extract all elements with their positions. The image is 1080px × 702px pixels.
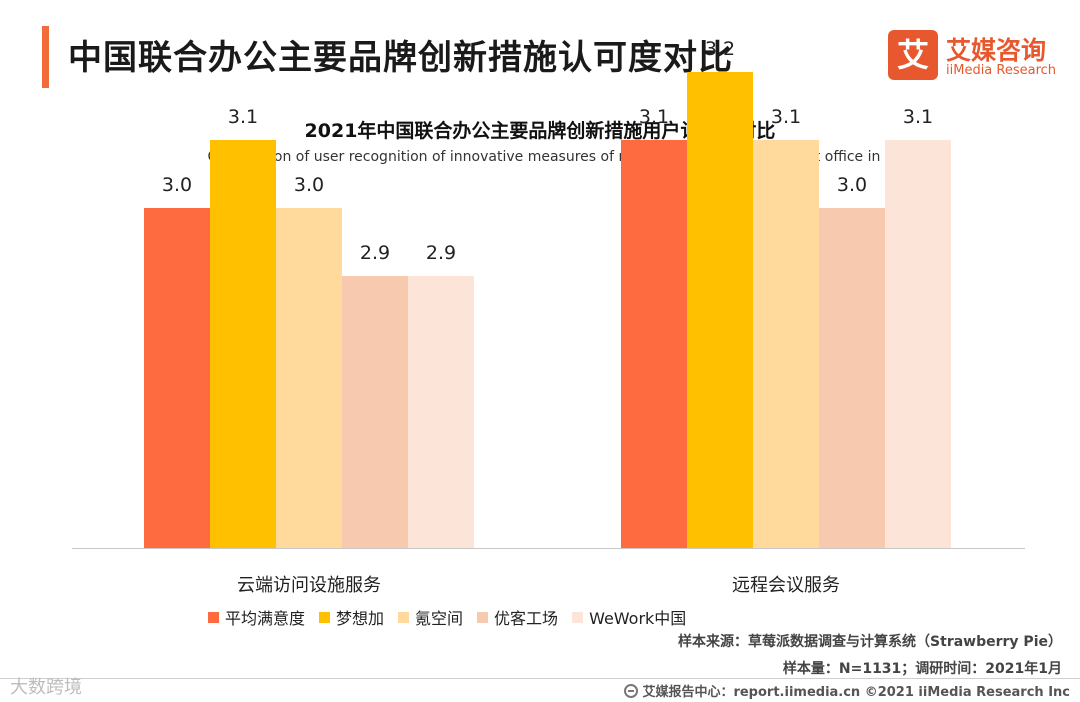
bar-2-4 xyxy=(819,208,885,548)
legend-item-5: WeWork中国 xyxy=(572,605,686,629)
legend-label-3: 氪空间 xyxy=(415,609,464,628)
footer: 艾媒报告中心：report.iimedia.cn ©2021 iiMedia R… xyxy=(624,681,1070,700)
footer-text[interactable]: 艾媒报告中心：report.iimedia.cn ©2021 iiMedia R… xyxy=(642,685,1070,700)
data-label-2-1: 3.1 xyxy=(639,106,669,128)
legend-item-3: 氪空间 xyxy=(398,605,463,629)
legend-item-2: 梦想加 xyxy=(319,605,384,629)
bar-1-2 xyxy=(210,140,276,548)
data-label-2-2: 3.2 xyxy=(705,38,735,60)
iimedia-logo[interactable]: 艾 艾媒咨询 iiMedia Research xyxy=(888,30,1063,82)
category-label-1: 云端访问设施服务 xyxy=(237,575,381,596)
legend-label-2: 梦想加 xyxy=(336,609,385,628)
logo-cn-text: 艾媒咨询 xyxy=(946,36,1047,65)
legend-swatch-3 xyxy=(398,611,410,623)
source-note: 样本来源：草莓派数据调查与计算系统（Strawberry Pie） xyxy=(678,634,1062,650)
bar-2-3 xyxy=(753,140,819,548)
data-label-1-4: 2.9 xyxy=(360,242,390,264)
data-label-1-3: 3.0 xyxy=(294,174,324,196)
legend-swatch-4 xyxy=(477,611,489,623)
legend-label-4: 优客工场 xyxy=(494,609,559,628)
bar-chart: 3.0 3.1 3.0 2.9 2.9 云端访问设施服务 3.1 3.2 3.1 3.0 3.1 远程… xyxy=(72,38,1025,596)
data-label-1-5: 2.9 xyxy=(426,242,456,264)
bar-1-1 xyxy=(144,208,210,548)
logo-mark: 艾 xyxy=(888,30,938,80)
category-label-2: 远程会议服务 xyxy=(732,575,840,596)
page-title: 中国联合办公主要品牌创新措施认可度对比 xyxy=(68,38,733,78)
globe-icon xyxy=(624,683,639,698)
bar-1-5 xyxy=(408,276,474,548)
bar-2-2 xyxy=(687,72,753,548)
chart-legend: 平均满意度 梦想加 氪空间 优客工场 WeWork中国 xyxy=(208,606,700,628)
chart-title: 2021年中国联合办公主要品牌创新措施用户认可度对比 xyxy=(304,120,776,142)
watermark-text: 大数跨境 xyxy=(10,677,82,698)
legend-item-4: 优客工场 xyxy=(477,605,558,629)
bar-1-3 xyxy=(276,208,342,548)
logo-en-text: iiMedia Research xyxy=(946,63,1057,78)
sample-note: 样本量：N=1131；调研时间：2021年1月 xyxy=(782,661,1062,677)
title-accent-bar xyxy=(42,26,49,88)
legend-swatch-1 xyxy=(208,611,219,623)
legend-swatch-5 xyxy=(572,611,584,623)
data-label-2-5: 3.1 xyxy=(903,106,933,128)
bar-1-4 xyxy=(342,276,408,548)
data-label-1-1: 3.0 xyxy=(162,174,192,196)
legend-label-1: 平均满意度 xyxy=(225,609,306,628)
footer-divider xyxy=(0,678,1080,679)
legend-label-5: WeWork中国 xyxy=(589,609,687,628)
data-label-2-3: 3.1 xyxy=(771,106,801,128)
legend-swatch-2 xyxy=(319,611,331,623)
legend-item-1: 平均满意度 xyxy=(208,605,305,629)
data-label-1-2: 3.1 xyxy=(228,106,258,128)
bar-2-1 xyxy=(621,140,687,548)
data-label-2-4: 3.0 xyxy=(837,174,867,196)
bar-2-5 xyxy=(885,140,951,548)
